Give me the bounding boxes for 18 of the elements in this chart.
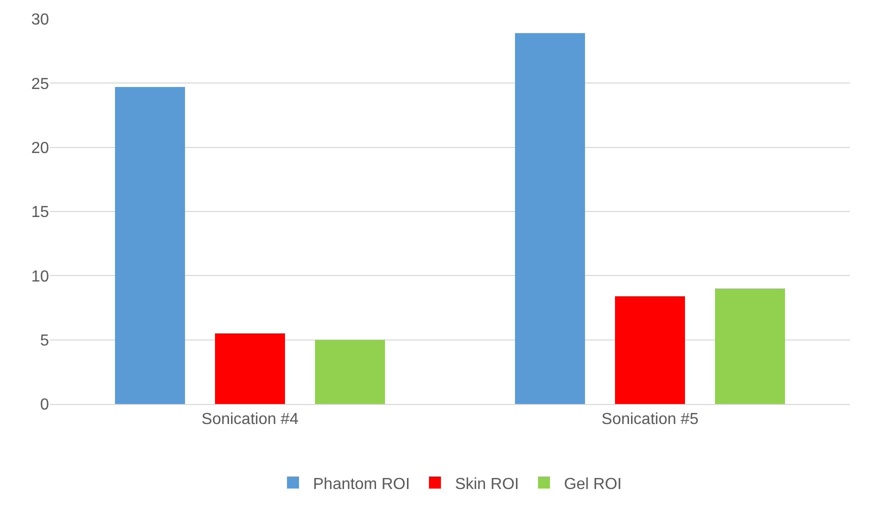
legend-label: Phantom ROI	[313, 476, 410, 493]
bar	[715, 288, 785, 404]
bar	[615, 296, 685, 404]
legend-label: Gel ROI	[564, 476, 622, 493]
y-tick-label: 10	[31, 268, 50, 286]
y-tick-label: 20	[31, 140, 50, 157]
y-tick-label: 15	[31, 204, 50, 222]
x-tick-label: Sonication #5	[602, 411, 699, 428]
bar	[515, 33, 585, 404]
bar	[115, 87, 185, 404]
y-tick-label: 0	[40, 396, 50, 414]
y-tick-label: 30	[31, 12, 50, 29]
x-tick-label: Sonication #4	[202, 411, 299, 428]
bar	[315, 340, 385, 404]
y-tick-label: 25	[31, 76, 50, 93]
legend-label: Skin ROI	[454, 476, 519, 493]
bar	[215, 333, 285, 404]
y-tick-label: 5	[40, 332, 50, 350]
